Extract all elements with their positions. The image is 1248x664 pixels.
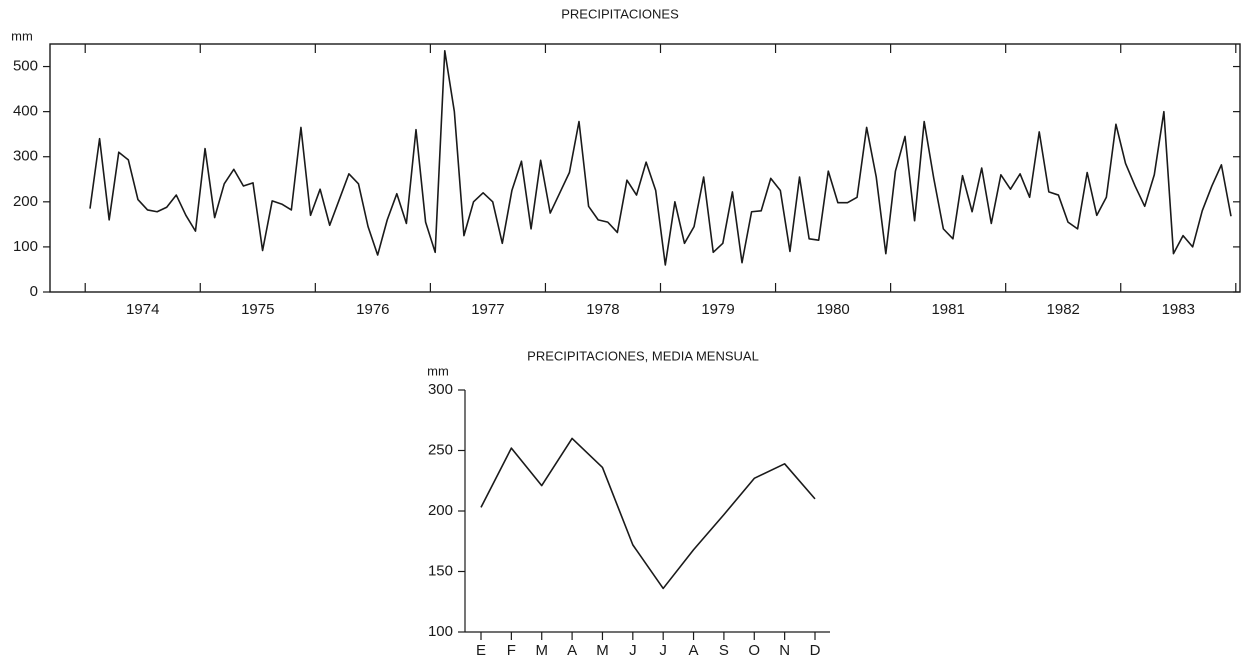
x-tick-label: 1981 (931, 301, 964, 318)
y-tick-label: 500 (13, 58, 38, 75)
plot-frame (49, 43, 1241, 293)
x-tick-label: D (810, 642, 821, 659)
y-tick-label: 300 (13, 148, 38, 165)
chart-title: PRECIPITACIONES, MEDIA MENSUAL (527, 348, 759, 363)
x-tick-label: 1982 (1047, 301, 1080, 318)
x-tick-label: J (659, 642, 667, 659)
x-tick-label: S (719, 642, 729, 659)
x-tick-label: E (476, 642, 486, 659)
x-tick-label: 1983 (1162, 301, 1195, 318)
y-axis-unit: mm (427, 363, 449, 378)
data-line (89, 49, 1232, 266)
x-tick-label: A (567, 642, 577, 659)
x-tick-label: 1975 (241, 301, 274, 318)
x-tick-label: O (748, 642, 760, 659)
y-tick-label: 200 (13, 193, 38, 210)
x-tick-label: 1974 (126, 301, 159, 318)
x-tick-label: J (629, 642, 637, 659)
y-tick-label: 300 (428, 381, 453, 398)
x-tick-label: 1979 (701, 301, 734, 318)
data-line (480, 437, 816, 590)
x-tick-label: F (507, 642, 516, 659)
y-tick-label: 250 (428, 441, 453, 458)
x-tick-label: A (689, 642, 699, 659)
y-tick-label: 100 (13, 238, 38, 255)
x-tick-label: 1978 (586, 301, 619, 318)
x-tick-label: 1977 (471, 301, 504, 318)
x-tick-label: 1980 (816, 301, 849, 318)
x-tick-label: N (779, 642, 790, 659)
x-tick-label: M (596, 642, 609, 659)
y-tick-label: 200 (428, 502, 453, 519)
y-axis-unit: mm (11, 28, 33, 43)
x-tick-label: M (535, 642, 548, 659)
y-tick-label: 100 (428, 623, 453, 640)
y-tick-label: 0 (30, 283, 38, 300)
y-tick-label: 400 (13, 103, 38, 120)
chart-title: PRECIPITACIONES (561, 6, 679, 21)
x-tick-label: 1976 (356, 301, 389, 318)
y-tick-label: 150 (428, 562, 453, 579)
